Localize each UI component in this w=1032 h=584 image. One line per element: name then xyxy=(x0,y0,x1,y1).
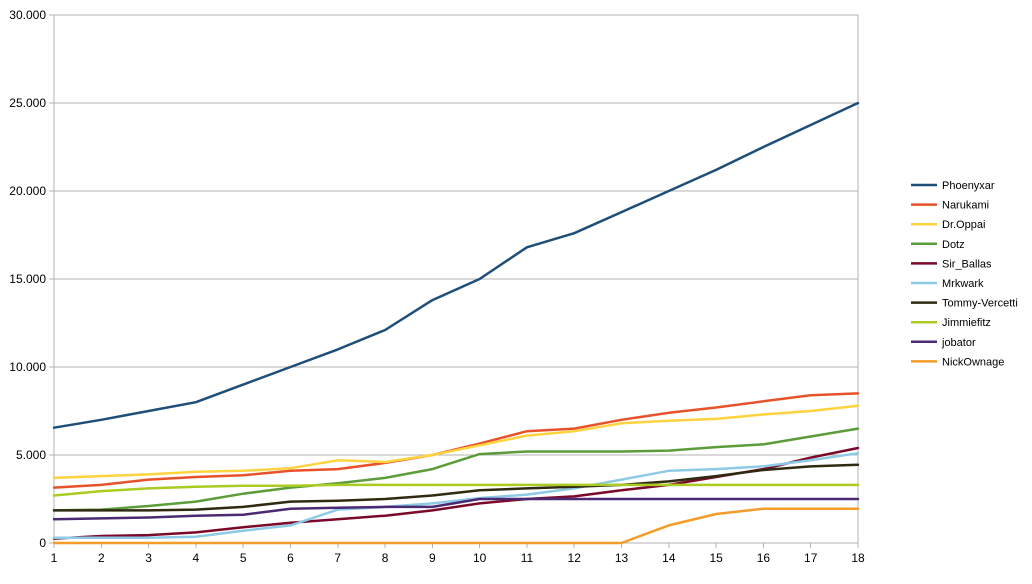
series-line-phoenyxar xyxy=(52,101,860,429)
series-line-nickownage xyxy=(52,507,860,545)
series-line-mrkwark xyxy=(52,451,860,539)
legend-label: Narukami xyxy=(942,200,989,212)
y-tick-label: 0 xyxy=(39,536,46,550)
y-tick-label: 25.000 xyxy=(9,96,46,110)
legend-label: Dotz xyxy=(942,239,965,251)
legend-label: Phoenyxar xyxy=(942,180,995,192)
x-tick-label: 10 xyxy=(473,551,487,565)
legend-item: Dotz xyxy=(911,239,965,251)
x-tick-label: 7 xyxy=(334,551,341,565)
x-tick-label: 17 xyxy=(804,551,818,565)
y-tick-label: 5.000 xyxy=(16,448,46,462)
gridlines xyxy=(54,14,858,456)
legend-item: Mrkwark xyxy=(911,278,984,290)
x-tick-label: 16 xyxy=(757,551,771,565)
legend-item: Dr.Oppai xyxy=(911,219,985,231)
x-tick-label: 3 xyxy=(145,551,152,565)
legend-item: NickOwnage xyxy=(911,356,1004,368)
series-line-dr-oppai xyxy=(52,404,860,480)
series-line-jimmiefitz xyxy=(52,483,860,497)
series-line-dotz xyxy=(52,427,860,512)
series-line-jobator xyxy=(52,497,860,521)
legend-label: Tommy-Vercetti xyxy=(942,298,1018,310)
legend-item: Narukami xyxy=(911,200,989,212)
x-tick-label: 9 xyxy=(429,551,436,565)
x-tick-label: 5 xyxy=(240,551,247,565)
x-tick-label: 6 xyxy=(287,551,294,565)
legend-label: Mrkwark xyxy=(942,278,984,290)
series-line-tommy-vercetti xyxy=(52,463,860,512)
legend-item: Phoenyxar xyxy=(911,180,995,192)
legend-label: jobator xyxy=(941,337,976,349)
x-tick-label: 15 xyxy=(709,551,723,565)
x-tick-label: 4 xyxy=(193,551,200,565)
y-tick-label: 15.000 xyxy=(9,272,46,286)
legend-label: Sir_Ballas xyxy=(942,258,992,270)
legend-label: Dr.Oppai xyxy=(942,219,985,231)
x-tick-label: 11 xyxy=(521,551,534,565)
y-axis-ticks: 0 5.000 10.000 15.000 20.000 25.000 30.000 xyxy=(9,8,54,550)
x-axis-ticks: 1 2 3 4 5 6 7 8 9 10 11 12 13 14 15 16 17 18 xyxy=(51,543,865,565)
legend-item: jobator xyxy=(911,337,976,349)
x-tick-label: 1 xyxy=(51,551,58,565)
x-tick-label: 13 xyxy=(615,551,629,565)
series-lines xyxy=(52,101,860,545)
legend-item: Sir_Ballas xyxy=(911,258,992,270)
legend: Phoenyxar Narukami Dr.Oppai Dotz Sir_Ballas M… xyxy=(911,180,1018,368)
y-tick-label: 30.000 xyxy=(9,8,46,22)
y-tick-label: 10.000 xyxy=(9,360,46,374)
legend-label: NickOwnage xyxy=(942,356,1004,368)
legend-item: Tommy-Vercetti xyxy=(911,298,1018,310)
x-tick-label: 2 xyxy=(98,551,105,565)
legend-label: Jimmiefitz xyxy=(942,317,991,329)
legend-item: Jimmiefitz xyxy=(911,317,991,329)
y-tick-label: 20.000 xyxy=(9,184,46,198)
x-tick-label: 12 xyxy=(568,551,582,565)
x-tick-label: 14 xyxy=(662,551,676,565)
x-tick-label: 18 xyxy=(851,551,865,565)
x-tick-label: 8 xyxy=(382,551,389,565)
